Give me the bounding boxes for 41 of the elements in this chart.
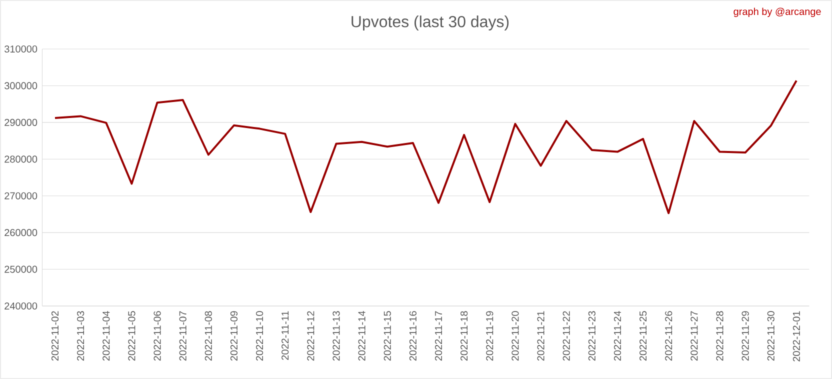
x-tick-label: 2022-11-24	[614, 311, 622, 361]
y-tick-label: 240000	[4, 302, 38, 310]
x-tick-label: 2022-11-11	[282, 311, 289, 360]
chart-title: Upvotes (last 30 days)	[352, 16, 509, 30]
line-series	[54, 80, 798, 214]
x-tick-label: 2022-11-21	[537, 311, 544, 361]
x-tick-label: 2022-11-12	[307, 311, 314, 361]
x-tick-label: 2022-12-01	[792, 311, 800, 362]
y-tick-label: 260000	[4, 229, 38, 236]
y-tick-label: 280000	[4, 156, 38, 163]
x-tick-label: 2022-11-13	[332, 311, 340, 361]
x-tick-label: 2022-11-08	[204, 311, 212, 361]
x-tick-label: 2022-11-10	[256, 311, 264, 361]
y-tick-label: 290000	[4, 118, 38, 126]
y-tick-label: 310000	[4, 45, 38, 53]
y-tick-label: 250000	[4, 266, 38, 273]
x-tick-label: 2022-11-15	[384, 311, 391, 361]
x-tick-label: 2022-11-09	[230, 311, 238, 361]
x-tick-label: 2022-11-20	[512, 311, 519, 361]
x-tick-label: 2022-11-06	[154, 311, 161, 361]
x-tick-label: 2022-11-30	[767, 311, 774, 361]
x-tick-label: 2022-11-02	[51, 311, 59, 361]
x-tick-label: 2022-11-18	[460, 311, 468, 361]
x-tick-label: 2022-11-19	[486, 311, 494, 361]
x-tick-label: 2022-11-04	[102, 311, 110, 361]
x-tick-label: 2022-11-07	[179, 311, 186, 361]
x-tick-label: 2022-11-23	[588, 311, 596, 361]
x-tick-label: 2022-11-14	[358, 311, 366, 361]
x-tick-label: 2022-11-28	[716, 311, 724, 361]
x-tick-label: 2022-11-29	[742, 311, 749, 361]
x-tick-label: 2022-11-22	[562, 311, 570, 361]
x-tick-label: 2022-11-27	[690, 311, 698, 361]
x-tick-label: 2022-11-26	[665, 311, 672, 361]
y-tick-label: 270000	[4, 192, 38, 200]
x-tick-label: 2022-11-16	[409, 311, 416, 361]
y-tick-label: 300000	[4, 82, 38, 90]
x-tick-label: 2022-11-17	[434, 311, 442, 361]
x-tick-label: 2022-11-03	[77, 311, 84, 361]
x-tick-label: 2022-11-25	[639, 311, 647, 361]
text: graph by @arcange	[734, 8, 821, 18]
x-tick-label: 2022-11-05	[128, 311, 136, 361]
